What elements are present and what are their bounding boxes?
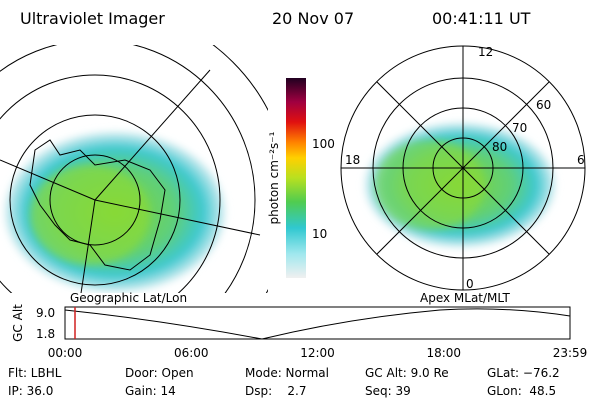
mlt-label: 0 (466, 277, 474, 291)
info-field: Mode: Normal (245, 366, 329, 380)
mlt-label: 6 (577, 153, 585, 167)
info-field: GC Alt: 9.0 Re (365, 366, 449, 380)
mlat-label: 70 (512, 121, 527, 135)
panel-label: Apex MLat/MLT (420, 291, 510, 305)
colorbar (286, 78, 306, 278)
time-tick: 18:00 (426, 346, 461, 360)
mlat-label: 80 (492, 140, 507, 154)
date: 20 Nov 07 (272, 9, 354, 28)
time: 00:41:11 UT (432, 9, 531, 28)
info-field: GLat: −76.2 (487, 366, 560, 380)
info-field: Door: Open (125, 366, 194, 380)
time-tick: 23:59 (553, 346, 588, 360)
alt-tick: 1.8 (36, 327, 55, 341)
mlt-label: 18 (345, 153, 360, 167)
mlat-label: 60 (536, 98, 551, 112)
time-tick: 06:00 (174, 346, 209, 360)
info-field: Dsp: 2.7 (245, 384, 307, 398)
instrument: Ultraviolet Imager (20, 9, 165, 28)
info-field: Gain: 14 (125, 384, 176, 398)
geographic-panel (0, 45, 268, 293)
info-field: Seq: 39 (365, 384, 411, 398)
mlt-label: 12 (478, 45, 493, 59)
colorbar-label: photon cm⁻²s⁻¹ (267, 131, 281, 224)
alt-tick: 9.0 (36, 306, 55, 320)
info-field: GLon: 48.5 (487, 384, 556, 398)
info-field: Flt: LBHL (8, 366, 62, 380)
colorbar-tick: 100 (312, 137, 335, 151)
time-tick: 12:00 (300, 346, 335, 360)
altitude-plot (64, 306, 571, 340)
colorbar-tick: 10 (312, 227, 327, 241)
polar-panel (340, 45, 586, 291)
panel-label: Geographic Lat/Lon (70, 291, 187, 305)
time-tick: 00:00 (48, 346, 83, 360)
info-field: IP: 36.0 (8, 384, 53, 398)
alt-axis-label: GC Alt (11, 304, 25, 342)
